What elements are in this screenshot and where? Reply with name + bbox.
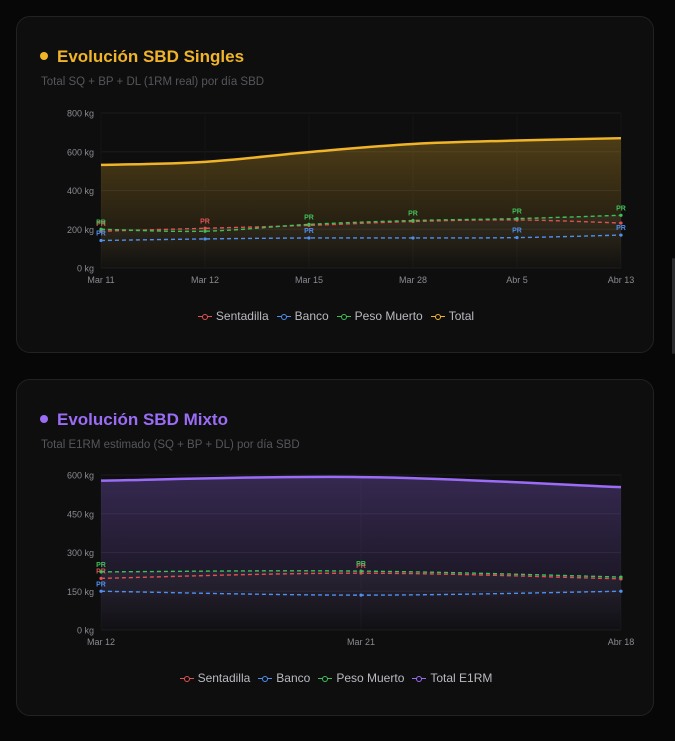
chart-subtitle: Total SQ + BP + DL (1RM real) por día SB… — [41, 76, 265, 88]
legend-label: Total E1RM — [430, 671, 493, 685]
title-dot-icon — [40, 414, 48, 423]
data-point — [99, 589, 103, 593]
legend-swatch-icon — [197, 313, 212, 321]
series-line-peso-muerto — [100, 214, 622, 233]
x-tick-label: Mar 12 — [87, 637, 115, 647]
pr-label: PR — [304, 214, 314, 221]
legend-label: Peso Muerto — [354, 309, 423, 323]
chart-title: Evolución SBD Mixto — [40, 410, 228, 430]
y-tick-label: 800 kg — [67, 109, 94, 119]
y-tick-label: 0 kg — [77, 626, 94, 636]
chart-card-mixto: Evolución SBD Mixto Total E1RM estimado … — [16, 379, 654, 716]
data-point — [411, 236, 415, 240]
legend-swatch-icon — [318, 675, 333, 683]
data-point — [307, 236, 311, 240]
x-tick-label: Abr 5 — [506, 275, 528, 285]
pr-label: PR — [408, 211, 418, 218]
series-line-total — [100, 136, 622, 167]
data-point — [99, 576, 103, 580]
legend-item[interactable]: Total E1RM — [412, 671, 492, 685]
x-tick-label: Mar 11 — [87, 275, 114, 285]
series-line-sentadilla — [100, 219, 622, 232]
data-point — [619, 589, 623, 593]
data-point — [619, 575, 623, 579]
pr-label: PR — [512, 209, 522, 216]
pr-label: PR — [96, 219, 106, 226]
data-point — [203, 229, 207, 233]
series-area-total-e1rm — [101, 476, 621, 630]
chart-title: Evolución SBD Singles — [40, 47, 244, 67]
legend-label: Banco — [294, 309, 329, 323]
data-point — [203, 237, 207, 241]
data-point — [619, 213, 623, 217]
data-point — [307, 222, 311, 227]
x-tick-label: Mar 12 — [191, 275, 219, 285]
legend-label: Banco — [276, 671, 311, 685]
data-point — [619, 233, 623, 237]
legend-item[interactable]: Peso Muerto — [318, 671, 404, 685]
title-dot-icon — [40, 51, 48, 60]
x-tick-label: Abr 13 — [608, 275, 635, 285]
data-point — [515, 216, 519, 221]
series-line-banco — [100, 234, 622, 242]
legend-swatch-icon — [179, 675, 194, 683]
pr-label: PR — [512, 228, 522, 235]
y-tick-label: 450 kg — [67, 509, 94, 519]
x-tick-label: Abr 18 — [608, 637, 635, 647]
x-tick-label: Mar 28 — [399, 275, 427, 285]
pr-label: PR — [616, 205, 626, 212]
legend-label: Total — [448, 309, 475, 323]
pr-label: PR — [96, 221, 106, 228]
chart-legend[interactable]: Sentadilla Banco Peso Muerto Total — [17, 309, 655, 323]
pr-label: PR — [96, 562, 106, 569]
pr-label: PR — [616, 225, 626, 232]
data-point — [515, 235, 519, 240]
pr-label: PR — [96, 581, 106, 588]
data-point — [99, 570, 103, 574]
page-scrollbar[interactable] — [672, 258, 675, 354]
legend-item[interactable]: Peso Muerto — [336, 309, 423, 323]
data-point — [411, 218, 415, 223]
data-point — [99, 238, 103, 243]
series-line-total-e1rm — [100, 475, 622, 489]
data-point — [99, 227, 103, 231]
data-point — [359, 593, 363, 597]
data-point — [359, 569, 363, 573]
legend-item[interactable]: Banco — [258, 671, 310, 685]
chart-subtitle: Total E1RM estimado (SQ + BP + DL) por d… — [41, 439, 300, 451]
legend-item[interactable]: Banco — [276, 309, 329, 323]
chart-legend[interactable]: Sentadilla Banco Peso Muerto Total E1RM — [17, 671, 655, 685]
legend-label: Sentadilla — [197, 671, 251, 685]
legend-swatch-icon — [336, 313, 351, 321]
y-tick-label: 0 kg — [77, 264, 94, 274]
pr-label: PR — [304, 228, 314, 235]
y-tick-label: 200 kg — [67, 225, 94, 235]
y-tick-label: 300 kg — [67, 548, 94, 558]
pr-label: PR — [356, 561, 366, 568]
pr-label: PR — [356, 563, 366, 570]
legend-item[interactable]: Sentadilla — [197, 309, 269, 323]
legend-swatch-icon — [412, 675, 427, 683]
legend-swatch-icon — [430, 313, 445, 321]
legend-label: Peso Muerto — [336, 671, 405, 685]
line-chart: 0 kg 200 kg 400 kg 600 kg 800 kg Mar 11 Mar 12… — [67, 109, 635, 286]
y-tick-label: 600 kg — [67, 471, 94, 481]
legend-swatch-icon — [276, 313, 291, 321]
y-tick-label: 150 kg — [67, 587, 94, 597]
x-tick-label: Mar 21 — [347, 637, 375, 647]
y-tick-label: 400 kg — [67, 186, 94, 196]
data-point — [619, 221, 623, 225]
line-chart: 0 kg 150 kg 300 kg 450 kg 600 kg Mar 12 Mar 21… — [67, 471, 635, 648]
legend-item[interactable]: Total — [430, 309, 475, 323]
y-tick-label: 600 kg — [67, 147, 94, 157]
chart-card-singles: Evolución SBD Singles Total SQ + BP + DL… — [16, 16, 654, 353]
pr-label: PR — [96, 230, 106, 237]
series-area-total — [101, 138, 621, 268]
legend-item[interactable]: Sentadilla — [179, 671, 251, 685]
legend-label: Sentadilla — [215, 309, 269, 323]
data-point — [203, 226, 207, 230]
legend-swatch-icon — [258, 675, 273, 683]
pr-label: PR — [200, 218, 210, 225]
x-tick-label: Mar 15 — [295, 275, 323, 285]
